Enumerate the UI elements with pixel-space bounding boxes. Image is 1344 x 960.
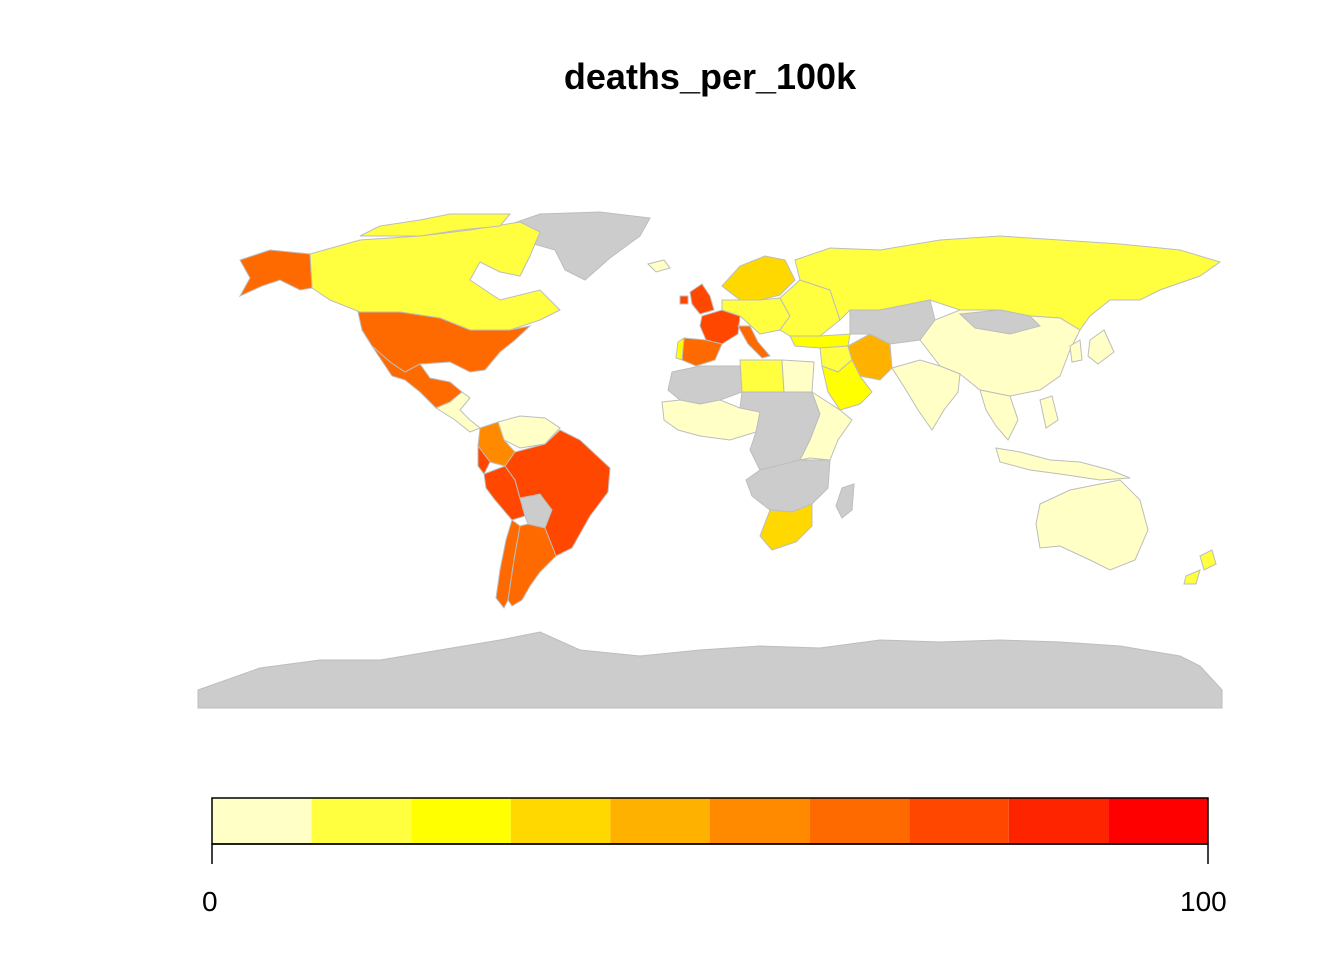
legend-max-label: 100 bbox=[1180, 886, 1227, 917]
region-madagascar bbox=[835, 483, 855, 519]
region-saudi-arabia bbox=[821, 359, 873, 411]
map-title: deaths_per_100k bbox=[563, 56, 857, 97]
region-portugal bbox=[675, 337, 685, 361]
region-new-zealand bbox=[1183, 569, 1201, 585]
legend-swatch bbox=[510, 798, 611, 844]
region-japan bbox=[1087, 329, 1115, 365]
region-greenland bbox=[498, 211, 651, 281]
legend-swatch bbox=[710, 798, 810, 844]
region-philippines bbox=[1039, 395, 1059, 429]
region-new-zealand bbox=[1199, 549, 1217, 571]
region-central-america bbox=[434, 391, 481, 433]
region-united-kingdom bbox=[679, 295, 689, 305]
region-australia bbox=[1035, 479, 1149, 571]
legend-swatch bbox=[909, 798, 1009, 844]
region-indonesia bbox=[995, 447, 1131, 481]
legend-swatch bbox=[411, 798, 511, 844]
legend-swatch bbox=[212, 798, 312, 844]
legend-swatch bbox=[809, 798, 910, 844]
legend-swatch bbox=[610, 798, 710, 844]
region-canada bbox=[359, 213, 512, 237]
legend-swatch bbox=[311, 798, 412, 844]
region-alaska bbox=[238, 249, 313, 298]
legend-swatch bbox=[1008, 798, 1109, 844]
region-italy bbox=[737, 325, 771, 359]
region-southeast-asia bbox=[979, 389, 1019, 441]
region-argentina bbox=[507, 523, 557, 607]
legend-swatch bbox=[1108, 798, 1208, 844]
legend-min-label: 0 bbox=[202, 886, 218, 917]
region-iceland bbox=[647, 259, 671, 273]
region-india bbox=[891, 359, 961, 431]
region-korea bbox=[1069, 339, 1083, 363]
region-antarctica bbox=[197, 631, 1223, 709]
region-venezuela bbox=[497, 415, 561, 449]
region-south-africa bbox=[759, 503, 813, 551]
region-mongolia bbox=[958, 309, 1041, 335]
region-united-kingdom bbox=[689, 283, 715, 315]
region-brazil bbox=[504, 429, 611, 557]
region-east-africa bbox=[799, 390, 853, 461]
